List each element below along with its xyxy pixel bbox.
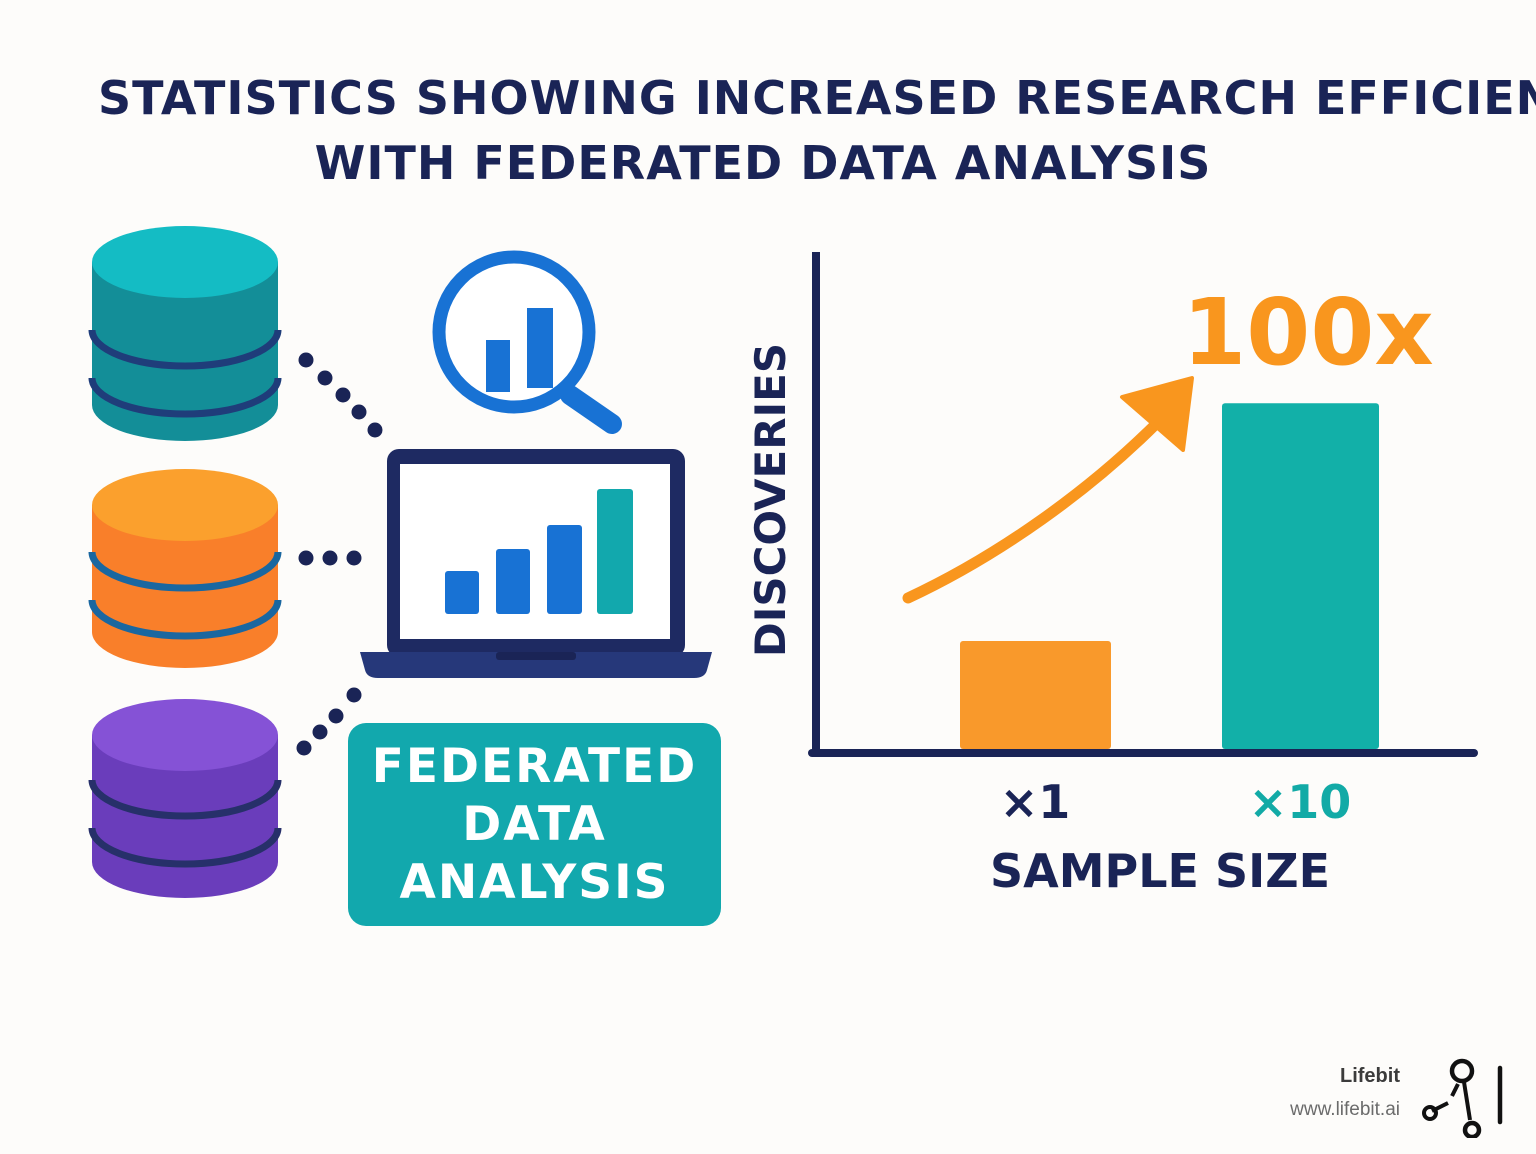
- discoveries-chart: 100x ×1 ×10 SAMPLE SIZE DISCOVERIES: [746, 252, 1478, 898]
- x-tick-label-2: ×10: [1249, 775, 1352, 829]
- magnifier-chart-icon: [432, 250, 622, 434]
- page-title-line-1: STATISTICS SHOWING INCREASED RESEARCH EF…: [98, 75, 1536, 121]
- box-line-2: DATA: [462, 796, 607, 852]
- x-axis-label: SAMPLE SIZE: [990, 844, 1330, 898]
- box-line-3: ANALYSIS: [399, 854, 670, 910]
- federated-data-analysis-box: FEDERATED DATA ANALYSIS: [348, 723, 721, 926]
- box-line-1: FEDERATED: [371, 738, 698, 794]
- chart-annotation: 100x: [1182, 279, 1433, 386]
- laptop-chart-icon: [360, 449, 712, 678]
- page-title-line-2: WITH FEDERATED DATA ANALYSIS: [314, 140, 1212, 186]
- y-axis-label: DISCOVERIES: [746, 343, 795, 657]
- database-teal-icon: [88, 226, 282, 441]
- growth-arrow: [902, 376, 1194, 604]
- lifebit-logo-icon: [1422, 1058, 1503, 1138]
- x-tick-label-1: ×1: [1000, 775, 1071, 829]
- brand-name: Lifebit: [1340, 1065, 1400, 1087]
- connector-dots-icon: [296, 352, 383, 756]
- database-orange-icon: [88, 469, 282, 668]
- brand-url[interactable]: www.lifebit.ai: [1290, 1099, 1400, 1120]
- bar-2: [1222, 403, 1379, 749]
- federated-illustration: [88, 226, 712, 898]
- bar-1: [960, 640, 1111, 749]
- database-purple-icon: [88, 699, 282, 898]
